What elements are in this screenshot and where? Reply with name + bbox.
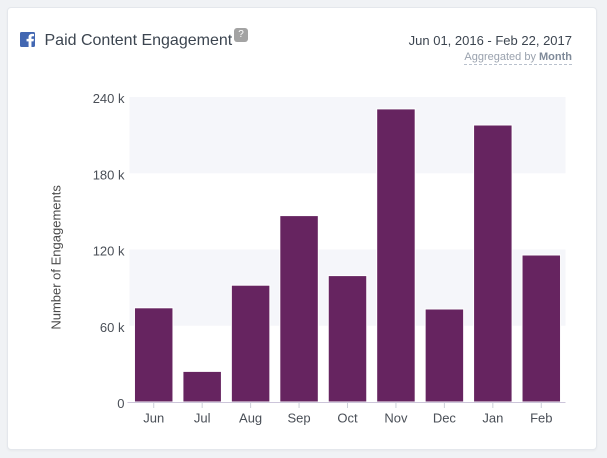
svg-text:60 k: 60 k: [100, 320, 125, 335]
svg-text:0: 0: [117, 396, 124, 411]
svg-text:Jul: Jul: [194, 411, 211, 426]
svg-text:Dec: Dec: [433, 411, 457, 426]
svg-text:180 k: 180 k: [93, 167, 125, 182]
svg-text:Aug: Aug: [239, 411, 262, 426]
svg-text:Oct: Oct: [337, 411, 358, 426]
svg-text:Jun: Jun: [143, 411, 164, 426]
svg-text:240 k: 240 k: [93, 91, 125, 106]
svg-text:Sep: Sep: [287, 411, 310, 426]
svg-text:Jan: Jan: [482, 411, 503, 426]
svg-text:Nov: Nov: [384, 411, 408, 426]
svg-text:Number of Engagements: Number of Engagements: [49, 185, 64, 330]
svg-text:120 k: 120 k: [93, 244, 125, 259]
svg-text:Feb: Feb: [530, 411, 552, 426]
